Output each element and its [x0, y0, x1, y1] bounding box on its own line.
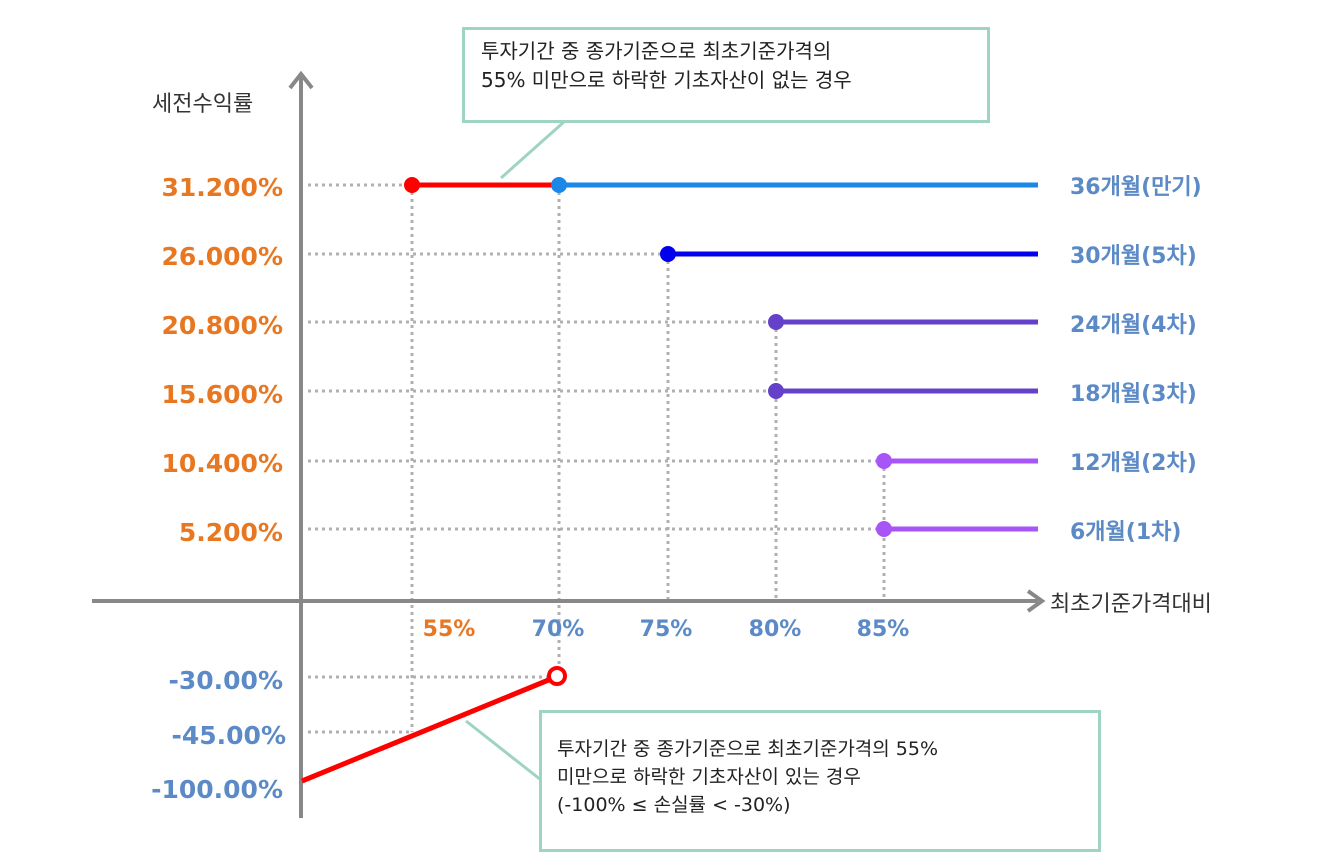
callout-no-knock-in: 투자기간 중 종가기준으로 최초기준가격의 55% 미만으로 하락한 기초자산이…	[462, 27, 990, 123]
y-tick-label: 10.400%	[161, 449, 283, 478]
callout-text-line: 55% 미만으로 하락한 기초자산이 없는 경우	[481, 68, 852, 92]
callout-text-line: (-100% ≤ 손실률 < -30%)	[557, 794, 791, 816]
marker-36m-dot	[551, 177, 567, 193]
marker-loss-open-circle	[547, 666, 567, 686]
marker-6m-dot	[876, 521, 892, 537]
x-tick-label: 75%	[640, 617, 693, 642]
x-tick-label: 55%	[423, 617, 476, 642]
x-axis-arrow-icon	[1026, 589, 1046, 613]
x-axis-title: 최초기준가격대비	[1050, 592, 1212, 617]
series-label: 36개월(만기)	[1070, 175, 1202, 200]
marker-55-dot	[404, 177, 420, 193]
axes	[92, 70, 1046, 818]
x-tick-label: 80%	[749, 617, 802, 642]
x-tick-label: 70%	[532, 617, 585, 642]
series-label: 18개월(3차)	[1070, 382, 1197, 407]
y-tick-label: -100.00%	[151, 775, 283, 804]
marker-24m-dot	[768, 314, 784, 330]
series-label: 6개월(1차)	[1070, 520, 1181, 545]
y-tick-label: 15.600%	[161, 380, 283, 409]
callout-knock-in: 투자기간 중 종가기준으로 최초기준가격의 55% 미만으로 하락한 기초자산이…	[539, 710, 1101, 852]
callout-connectors	[465, 119, 566, 782]
y-axis-arrow-icon	[288, 70, 314, 90]
y-tick-label: -45.00%	[171, 721, 286, 750]
marker-18m-dot	[768, 383, 784, 399]
y-tick-labels-negative: -30.00% -45.00% -100.00%	[151, 666, 286, 804]
series-lines	[301, 182, 1038, 784]
y-tick-labels-positive: 31.200% 26.000% 20.800% 15.600% 10.400% …	[161, 173, 283, 547]
series-label: 30개월(5차)	[1070, 244, 1197, 269]
y-tick-label: 31.200%	[161, 173, 283, 202]
markers	[404, 177, 892, 686]
y-axis-title: 세전수익률	[152, 92, 253, 117]
series-label: 12개월(2차)	[1070, 451, 1197, 476]
callout-text-line: 투자기간 중 종가기준으로 최초기준가격의	[481, 39, 832, 63]
y-tick-label: 20.800%	[161, 311, 283, 340]
y-tick-label: -30.00%	[168, 666, 283, 695]
marker-30m-dot	[660, 246, 676, 262]
marker-12m-dot	[876, 453, 892, 469]
guide-lines	[308, 183, 886, 734]
y-tick-label: 26.000%	[161, 242, 283, 271]
x-tick-labels: 55% 70% 75% 80% 85%	[423, 617, 910, 642]
callout-text-line: 투자기간 중 종가기준으로 최초기준가격의 55%	[557, 738, 939, 760]
series-labels: 36개월(만기) 30개월(5차) 24개월(4차) 18개월(3차) 12개월…	[1070, 175, 1202, 545]
series-label: 24개월(4차)	[1070, 313, 1197, 338]
loss-line	[301, 676, 552, 784]
callout-text-line: 미만으로 하락한 기초자산이 있는 경우	[557, 766, 861, 788]
y-tick-label: 5.200%	[179, 518, 283, 547]
x-tick-label: 85%	[857, 617, 910, 642]
